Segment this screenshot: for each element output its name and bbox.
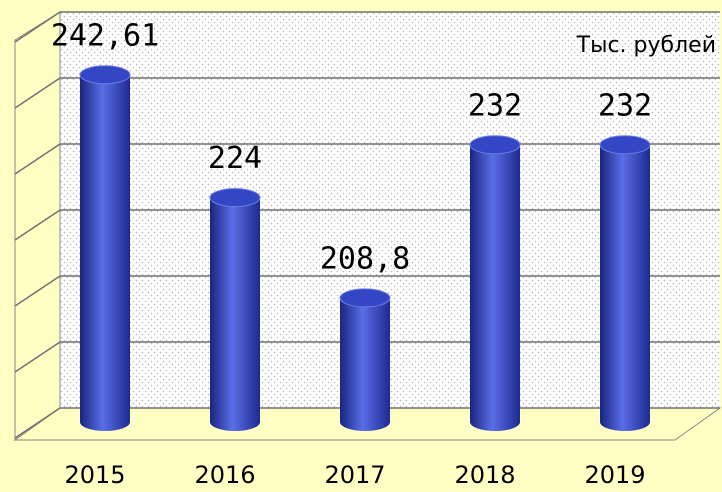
- bar-top: [209, 188, 261, 208]
- data-label: 232: [598, 88, 652, 123]
- bar-body: [80, 74, 130, 423]
- bar: [79, 65, 131, 431]
- bar-top: [599, 135, 651, 155]
- bar: [339, 288, 391, 431]
- bar-bottom: [470, 413, 520, 431]
- grid-line-side: [14, 341, 61, 373]
- data-label: 224: [208, 141, 262, 176]
- grid-line-side: [14, 77, 61, 109]
- bar-body: [340, 297, 390, 422]
- bar: [209, 188, 261, 431]
- bar-top: [79, 65, 131, 85]
- grid-line-side: [14, 275, 61, 307]
- x-tick-label: 2016: [194, 461, 255, 489]
- bar-top: [469, 135, 521, 155]
- bar-body: [470, 144, 520, 423]
- bar: [469, 135, 521, 431]
- bar: [599, 135, 651, 431]
- grid-line-side: [14, 407, 61, 439]
- bar-bottom: [600, 413, 650, 431]
- grid-line-side: [14, 209, 61, 241]
- bar-top: [339, 288, 391, 308]
- bar-body: [600, 144, 650, 423]
- bar-body: [210, 197, 260, 422]
- x-tick-label: 2017: [324, 461, 385, 489]
- bar-bottom: [340, 413, 390, 431]
- data-label: 208,8: [320, 241, 410, 276]
- x-tick-label: 2015: [64, 461, 125, 489]
- bar-bottom: [80, 413, 130, 431]
- data-label: 242,61: [51, 18, 159, 53]
- bar-bottom: [210, 413, 260, 431]
- x-tick-label: 2018: [454, 461, 515, 489]
- subtitle: Тыс. рублей: [576, 33, 716, 58]
- grid-line-side: [14, 143, 61, 175]
- side-wall: [14, 11, 61, 441]
- x-tick-label: 2019: [584, 461, 645, 489]
- grid-line-side: [14, 11, 61, 43]
- data-label: 232: [468, 88, 522, 123]
